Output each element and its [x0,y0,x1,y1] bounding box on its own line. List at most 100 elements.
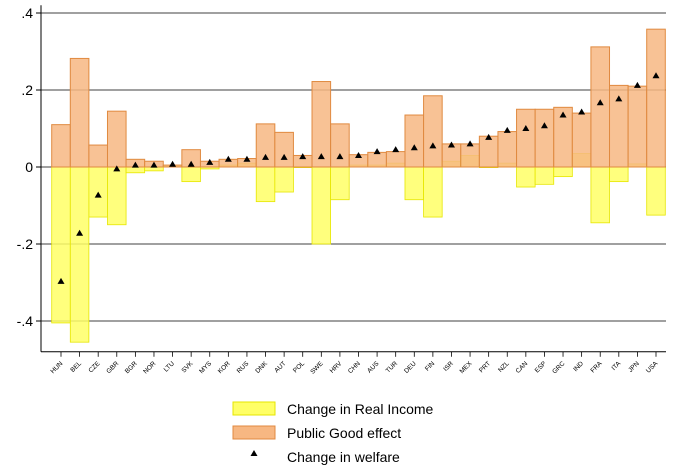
bar-real-income [516,166,536,188]
bar-public-good [404,114,425,168]
x-tick-label: HRV [329,360,344,375]
bar-public-good [423,95,443,168]
bar-public-good [69,57,90,168]
welfare-marker [150,161,158,168]
bar-public-good [460,143,480,168]
bar-real-income [553,166,573,178]
legend-label-public-good: Public Good effect [287,425,401,441]
welfare-marker [169,160,177,167]
x-tick-label: HUN [49,360,64,375]
bar-real-income [181,166,201,183]
x-tick-label: MYS [198,360,213,375]
legend-label-welfare: Change in welfare [287,449,400,465]
bar-public-good [385,151,406,168]
welfare-marker [243,155,251,162]
x-tick-label: CZE [87,360,102,375]
welfare-marker [652,72,660,79]
welfare-marker [57,277,65,284]
bar-public-good [497,131,518,168]
x-tick-label: FIN [424,360,437,373]
welfare-marker [596,99,604,106]
bar-real-income [404,166,424,201]
welfare-marker [280,153,288,160]
y-tick-label: 0 [25,159,33,175]
y-tick-label: -.4 [17,313,34,329]
bar-real-income [646,166,666,216]
x-tick-label: RUS [236,360,251,375]
bar-public-good [181,149,201,168]
x-tick-label: DEU [403,360,418,375]
x-tick-label: ITA [610,360,622,372]
bar-public-good [478,135,499,168]
x-tick-label: KOR [217,360,232,375]
x-tick-label: CHN [347,360,362,375]
welfare-marker [206,158,214,165]
welfare-marker [317,153,325,160]
welfare-marker [299,153,307,160]
bar-real-income [125,166,146,174]
x-tick-label: JPN [627,360,641,374]
bar-public-good [627,85,648,168]
x-tick-label: NZL [497,360,511,374]
welfare-marker [392,146,400,153]
bars [51,28,666,343]
welfare-marker [485,133,493,140]
x-tick-label: AUT [273,360,287,374]
legend-swatch-real-income [232,401,276,416]
bar-public-good [255,123,276,168]
x-tick-label: SWE [309,360,325,376]
x-tick-label: IND [572,360,585,373]
welfare-marker [113,165,121,172]
bar-real-income [255,166,276,203]
x-tick-label: AUS [366,360,381,375]
legend-label-real-income: Change in Real Income [287,401,434,417]
bar-real-income [69,166,90,343]
x-tick-label: GRC [551,360,566,375]
welfare-marker [615,95,623,102]
bar-real-income [330,166,350,201]
bar-public-good [516,108,536,168]
bar-public-good [534,108,555,168]
bar-real-income [144,166,164,172]
bar-real-income [423,166,443,218]
x-tick-label: MEX [459,360,474,375]
welfare-marker [578,108,586,115]
bar-public-good [106,110,127,168]
bar-public-good [274,131,294,168]
bar-public-good [88,144,108,168]
y-tick-label: -.2 [17,236,34,252]
bar-real-income [609,166,629,183]
bar-real-income [51,166,71,324]
bar-real-income [107,166,127,226]
welfare-marker [429,142,437,149]
x-tick-label: ISR [442,360,455,373]
x-tick-label: BEL [69,360,83,374]
bar-public-good [571,112,592,168]
x-tick-label: SVK [180,360,195,375]
x-tick-label: FRA [589,360,604,375]
x-tick-label: ESP [534,360,548,374]
welfare-marker [224,155,232,162]
legend: Change in Real Income Public Good effect… [232,401,434,465]
legend-swatch-public-good [232,425,276,440]
x-tick-label: USA [645,360,660,375]
welfare-marker [447,141,455,148]
welfare-markers [57,72,660,284]
welfare-marker [503,126,511,133]
x-tick-label: LTU [163,360,177,374]
welfare-marker [410,144,418,151]
welfare-marker [373,148,381,155]
welfare-marker [336,153,344,160]
legend-marker-welfare [250,450,258,456]
welfare-marker [522,125,530,131]
bar-public-good [51,124,71,168]
welfare-marker [466,140,474,147]
y-tick-label: .2 [21,82,33,98]
bar-public-good [330,123,350,168]
welfare-marker [540,122,548,129]
welfare-marker [559,111,567,118]
x-tick-label: NOR [142,360,157,375]
x-tick-label: CAN [515,360,530,375]
welfare-marker [633,81,641,88]
